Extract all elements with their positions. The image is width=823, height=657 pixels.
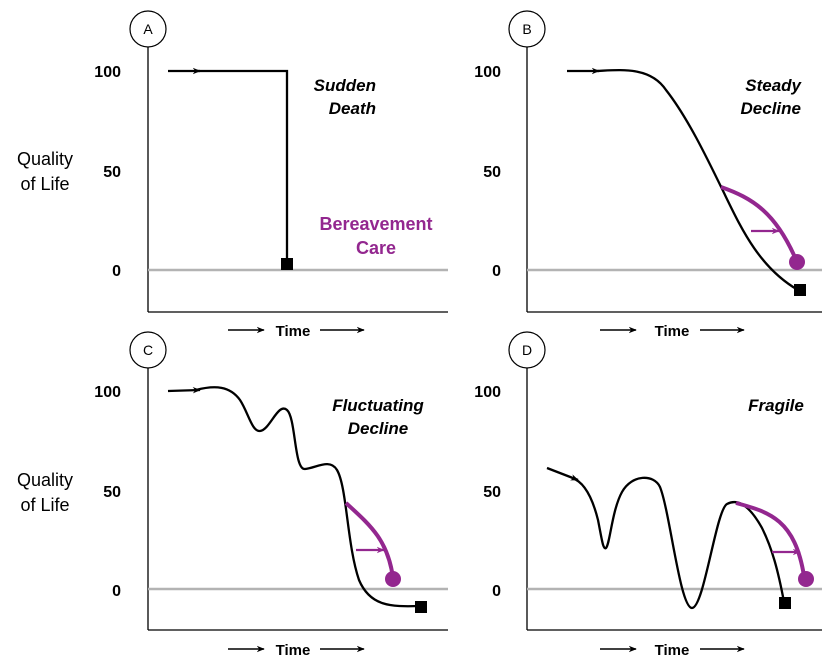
panel-c-care-curve bbox=[344, 501, 395, 579]
panel-c-letter: C bbox=[143, 342, 153, 358]
panel-c-title-line1: Fluctuating bbox=[332, 396, 424, 415]
panel-a: A 100 50 0 Sudden Death Bereavement Care… bbox=[94, 10, 448, 340]
panel-d-curve bbox=[571, 476, 786, 610]
panel-b-title-line2: Decline bbox=[741, 99, 801, 118]
y-axis-label-top-line1: Quality bbox=[17, 149, 73, 169]
panel-b-tick-50: 50 bbox=[483, 164, 501, 181]
panel-c: C 100 50 0 Fluctuating Decline Time bbox=[94, 331, 448, 657]
bereavement-care-label-line2: Care bbox=[356, 238, 396, 258]
panel-d-time-label: Time bbox=[655, 642, 690, 657]
panel-c-curve bbox=[195, 386, 421, 608]
panel-c-end-marker bbox=[415, 601, 427, 613]
panel-c-entry-arrow bbox=[167, 387, 201, 394]
panel-b-title-line1: Steady bbox=[745, 76, 802, 95]
panel-c-tick-50: 50 bbox=[103, 484, 121, 501]
panel-b: B 100 50 0 Steady Decline Time bbox=[474, 10, 822, 340]
panel-c-care-end bbox=[385, 571, 401, 587]
panel-b-letter: B bbox=[522, 21, 531, 37]
panel-c-tick-0: 0 bbox=[112, 583, 121, 600]
panel-c-title-line2: Decline bbox=[348, 419, 408, 438]
panel-a-time-label: Time bbox=[276, 323, 311, 340]
y-axis-label-bottom-line2: of Life bbox=[20, 495, 69, 515]
panel-d-tick-50: 50 bbox=[483, 484, 501, 501]
panel-a-title-line1: Sudden bbox=[314, 76, 376, 95]
panel-a-tick-100: 100 bbox=[94, 64, 121, 81]
panel-d-care-end bbox=[798, 571, 814, 587]
panel-b-tick-100: 100 bbox=[474, 64, 501, 81]
panel-b-end-marker bbox=[794, 284, 806, 296]
panel-b-curve bbox=[595, 68, 799, 291]
panel-d-letter: D bbox=[522, 342, 532, 358]
panel-d-title: Fragile bbox=[748, 396, 804, 415]
panel-a-tick-50: 50 bbox=[103, 164, 121, 181]
panel-a-tick-0: 0 bbox=[112, 263, 121, 280]
panel-c-time-label: Time bbox=[276, 642, 311, 657]
panel-d-care-curve bbox=[735, 501, 806, 577]
panel-a-curve bbox=[196, 69, 289, 262]
panel-d: D 100 50 0 Fragile Time bbox=[474, 331, 822, 657]
panel-b-tick-0: 0 bbox=[492, 263, 501, 280]
panel-c-tick-100: 100 bbox=[94, 384, 121, 401]
y-axis-label-top-line2: of Life bbox=[20, 174, 69, 194]
panel-a-end-marker bbox=[281, 258, 293, 270]
panel-a-letter: A bbox=[143, 21, 153, 37]
y-axis-label-bottom-line1: Quality bbox=[17, 470, 73, 490]
panel-a-title-line2: Death bbox=[329, 99, 376, 118]
panel-d-tick-100: 100 bbox=[474, 384, 501, 401]
panel-b-time-label: Time bbox=[655, 323, 690, 340]
bereavement-care-label-line1: Bereavement bbox=[319, 214, 432, 234]
panel-d-tick-0: 0 bbox=[492, 583, 501, 600]
panel-b-care-end bbox=[789, 254, 805, 270]
panel-d-end-marker bbox=[779, 597, 791, 609]
panel-b-care-curve bbox=[720, 185, 799, 263]
